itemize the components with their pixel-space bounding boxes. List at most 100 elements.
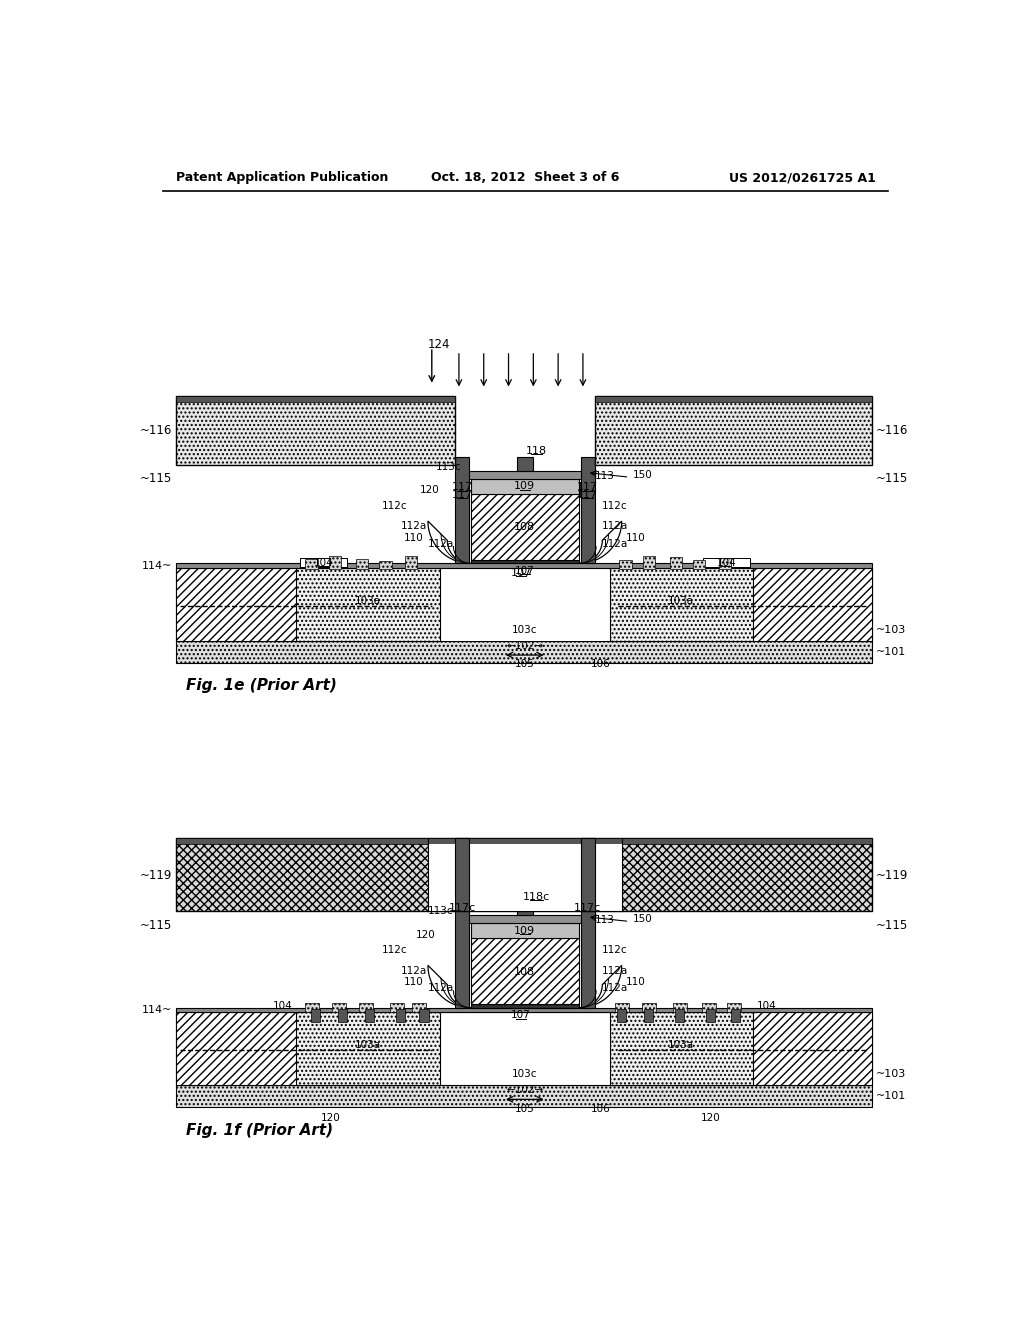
Bar <box>673 1003 687 1012</box>
Bar <box>595 396 872 401</box>
Text: ←102→: ←102→ <box>506 1085 544 1096</box>
Bar <box>670 560 682 569</box>
Bar <box>471 479 579 494</box>
Text: 112a: 112a <box>602 539 629 549</box>
Text: ~115: ~115 <box>876 919 908 932</box>
Text: 112a: 112a <box>400 966 427 975</box>
Bar <box>581 838 595 911</box>
Text: ~115: ~115 <box>140 919 172 932</box>
Bar <box>311 1010 321 1022</box>
Bar <box>643 561 655 569</box>
Bar <box>614 1003 629 1012</box>
Text: 108: 108 <box>514 523 536 532</box>
Bar <box>176 1012 300 1085</box>
Bar <box>390 1003 403 1012</box>
Text: 106: 106 <box>591 1104 610 1114</box>
Text: 114~: 114~ <box>141 561 172 570</box>
Bar <box>471 494 579 560</box>
Bar <box>610 1012 754 1085</box>
Text: 110: 110 <box>626 977 645 987</box>
Bar <box>412 1003 426 1012</box>
Bar <box>471 1003 579 1007</box>
Text: 120: 120 <box>417 929 436 940</box>
Polygon shape <box>579 521 622 564</box>
Text: 104: 104 <box>717 557 736 568</box>
Bar <box>464 471 586 479</box>
Bar <box>176 1007 872 1012</box>
Text: ~115: ~115 <box>876 473 908 486</box>
Bar <box>610 568 754 642</box>
Bar <box>332 1003 346 1012</box>
Bar <box>727 1003 741 1012</box>
Text: ~103: ~103 <box>876 1069 906 1078</box>
Text: 118: 118 <box>526 446 547 455</box>
Bar <box>469 845 581 911</box>
Text: ~119: ~119 <box>140 869 172 882</box>
Text: 103a: 103a <box>669 1040 694 1051</box>
Bar <box>329 558 341 569</box>
Text: 110: 110 <box>404 977 424 987</box>
Text: 109: 109 <box>514 925 536 936</box>
Bar <box>443 568 606 642</box>
Text: 107: 107 <box>511 1010 530 1020</box>
Bar <box>707 1010 716 1022</box>
Text: 112a: 112a <box>428 983 455 994</box>
Bar <box>305 1003 318 1012</box>
Text: US 2012/0261725 A1: US 2012/0261725 A1 <box>729 172 876 185</box>
Text: 120: 120 <box>700 1113 721 1123</box>
Text: 105: 105 <box>515 659 535 669</box>
Bar <box>595 845 622 911</box>
Text: 110: 110 <box>404 533 424 543</box>
Text: 113: 113 <box>595 915 614 925</box>
Text: 113c: 113c <box>428 907 454 916</box>
Bar <box>644 1010 653 1022</box>
Text: 117: 117 <box>452 482 473 492</box>
Text: 120: 120 <box>322 1113 341 1123</box>
Text: 112a: 112a <box>602 521 629 532</box>
Bar <box>176 838 872 845</box>
Text: 117: 117 <box>577 482 598 492</box>
Text: 113c: 113c <box>435 462 461 473</box>
Bar <box>359 1003 373 1012</box>
Text: ~103: ~103 <box>876 624 906 635</box>
Text: 118c: 118c <box>523 892 550 902</box>
Text: Oct. 18, 2012  Sheet 3 of 6: Oct. 18, 2012 Sheet 3 of 6 <box>431 172 618 185</box>
Bar <box>471 939 579 1003</box>
Bar <box>517 902 532 915</box>
Bar <box>595 396 872 465</box>
Text: 106: 106 <box>591 659 610 669</box>
Text: 117: 117 <box>577 490 598 500</box>
Text: 112a: 112a <box>400 521 427 532</box>
Bar <box>176 1012 872 1085</box>
Text: 120: 120 <box>420 486 440 495</box>
Bar <box>176 568 300 642</box>
Text: 108: 108 <box>514 966 536 977</box>
Bar <box>455 838 469 911</box>
Bar <box>176 642 872 663</box>
Text: 107: 107 <box>510 568 531 578</box>
Bar <box>455 838 469 1007</box>
Text: 104: 104 <box>272 1001 292 1011</box>
Text: 105: 105 <box>515 1104 535 1114</box>
Text: Fig. 1f (Prior Art): Fig. 1f (Prior Art) <box>186 1122 333 1138</box>
Polygon shape <box>579 965 622 1007</box>
Text: 117c: 117c <box>573 903 601 912</box>
Text: Patent Application Publication: Patent Application Publication <box>176 172 388 185</box>
Bar <box>176 568 872 642</box>
Text: 150: 150 <box>633 915 653 924</box>
Bar <box>719 561 731 569</box>
Bar <box>455 457 469 564</box>
Polygon shape <box>428 965 471 1007</box>
Text: ~116: ~116 <box>876 424 908 437</box>
Bar <box>379 558 391 569</box>
Bar <box>176 564 872 568</box>
Text: 103a: 103a <box>669 595 694 606</box>
Bar <box>176 1085 872 1107</box>
Text: ~101: ~101 <box>876 647 906 657</box>
Polygon shape <box>428 521 471 564</box>
Text: ~116: ~116 <box>140 424 172 437</box>
Bar <box>404 560 417 569</box>
Text: 103a: 103a <box>354 595 381 606</box>
Bar <box>366 1010 375 1022</box>
Text: 112a: 112a <box>602 966 629 975</box>
